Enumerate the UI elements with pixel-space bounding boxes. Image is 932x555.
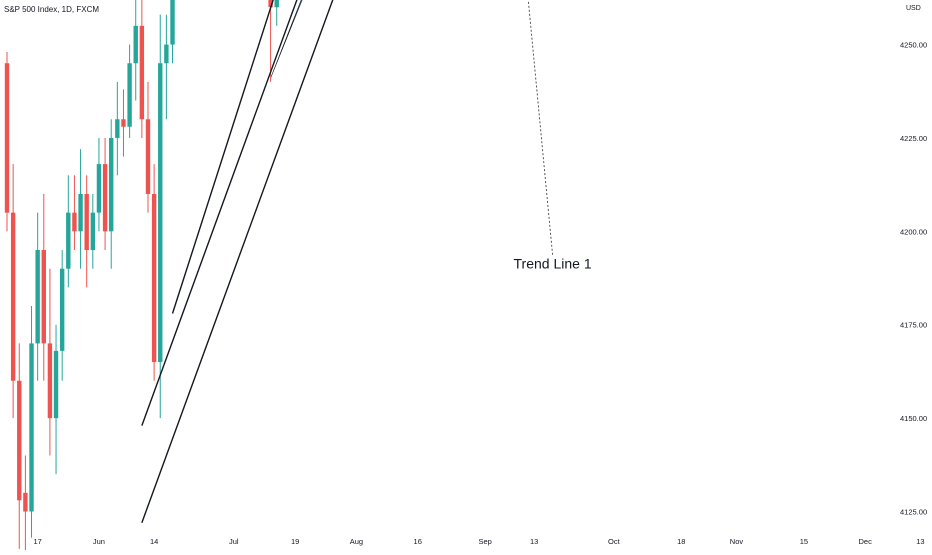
label-leader-line <box>527 0 554 255</box>
candle <box>133 0 138 101</box>
candle <box>10 164 16 419</box>
time-tick-label: 17 <box>33 537 41 546</box>
candle <box>90 193 96 269</box>
candle <box>17 343 22 549</box>
candle-body <box>158 63 163 363</box>
candle <box>164 14 169 120</box>
candle <box>145 81 151 213</box>
candle-body <box>102 164 108 232</box>
candle <box>151 164 157 381</box>
time-tick-label: 18 <box>677 537 685 546</box>
candle-body <box>268 0 273 8</box>
time-tick-label: Aug <box>350 537 363 546</box>
time-tick-label: Jul <box>229 537 239 546</box>
time-tick-label: Sep <box>478 537 491 546</box>
candle <box>102 137 108 251</box>
candle-body <box>66 212 71 269</box>
currency-label[interactable]: USD <box>906 5 921 12</box>
trend-line-label: Trend Line 1 <box>514 0 592 272</box>
candle-body <box>78 193 83 232</box>
time-axis: 17 Jun 14 Jul 19 Aug 16 Sep 13 Oct 18 Nov 15 Dec 13 <box>33 537 924 546</box>
candle <box>72 175 77 251</box>
candle-body <box>127 63 132 127</box>
candle-body <box>72 212 77 232</box>
candle <box>4 52 10 232</box>
time-tick-label: Dec <box>859 537 873 546</box>
time-tick-label: Jun <box>93 537 105 546</box>
candle-body <box>170 0 175 45</box>
candle <box>53 324 59 475</box>
candle-body <box>10 212 16 381</box>
candle-body <box>84 193 89 251</box>
time-tick-label: 14 <box>150 537 158 546</box>
candle-body <box>96 164 102 213</box>
candle-body <box>133 25 138 64</box>
candle-body <box>145 119 151 194</box>
price-axis: 4125.00 4150.00 4175.00 4200.00 4225.00 4250.… <box>900 41 927 517</box>
trend-band-layer <box>270 0 303 79</box>
candle-body <box>109 137 114 232</box>
candle <box>47 268 53 456</box>
candle-body <box>90 212 96 251</box>
price-tick-label: 4225.00 <box>900 134 927 143</box>
candle <box>274 0 279 26</box>
price-tick-label: 4250.00 <box>900 41 927 50</box>
candle-body <box>115 119 120 138</box>
price-tick-label: 4150.00 <box>900 414 927 423</box>
candle <box>23 455 28 555</box>
time-tick-label: 13 <box>530 537 538 546</box>
candle-body <box>29 343 34 512</box>
candle <box>170 0 175 64</box>
candle-body <box>139 25 145 120</box>
candle <box>35 212 40 381</box>
candle <box>66 175 71 288</box>
price-tick-label: 4175.00 <box>900 321 927 330</box>
candle <box>41 193 46 381</box>
trend-line <box>141 0 334 523</box>
candle-body <box>121 119 126 127</box>
price-tick-label: 4125.00 <box>900 508 927 517</box>
candle-body <box>274 0 279 8</box>
candle <box>84 175 89 288</box>
candle-body <box>59 268 65 351</box>
candle-body <box>17 380 22 501</box>
candle <box>109 119 114 269</box>
time-tick-label: 13 <box>916 537 924 546</box>
candle <box>121 89 126 157</box>
candle <box>139 0 145 138</box>
candle <box>127 44 132 138</box>
drawing-lines-layer <box>141 0 334 523</box>
candle-body <box>53 350 59 419</box>
time-tick-label: 19 <box>291 537 299 546</box>
label-text: Trend Line 1 <box>514 256 592 272</box>
trend-line <box>141 0 298 426</box>
candle <box>96 137 102 232</box>
candle <box>78 149 83 269</box>
candle-body <box>35 250 40 344</box>
candle-body <box>23 492 28 512</box>
candle <box>59 250 65 381</box>
trend-band <box>270 0 303 79</box>
price-tick-label: 4200.00 <box>900 227 927 236</box>
symbol-title: S&P 500 Index, 1D, FXCM <box>4 5 100 14</box>
time-tick-label: 16 <box>414 537 422 546</box>
candle-body <box>41 250 46 344</box>
candle <box>115 81 120 176</box>
candles-layer <box>4 0 279 555</box>
candle-body <box>47 343 53 419</box>
time-tick-label: Oct <box>608 537 621 546</box>
time-tick-label: 15 <box>800 537 808 546</box>
candle <box>268 0 273 82</box>
candle <box>29 306 34 538</box>
annotation-labels-layer: Trend Line 1Trend Line 2Trend Line 3 <box>514 0 592 272</box>
candle-body <box>164 44 169 64</box>
candle-body <box>4 63 10 213</box>
candle-body <box>151 193 157 363</box>
candle <box>158 14 163 419</box>
time-tick-label: Nov <box>730 537 744 546</box>
trend-line <box>171 0 274 314</box>
